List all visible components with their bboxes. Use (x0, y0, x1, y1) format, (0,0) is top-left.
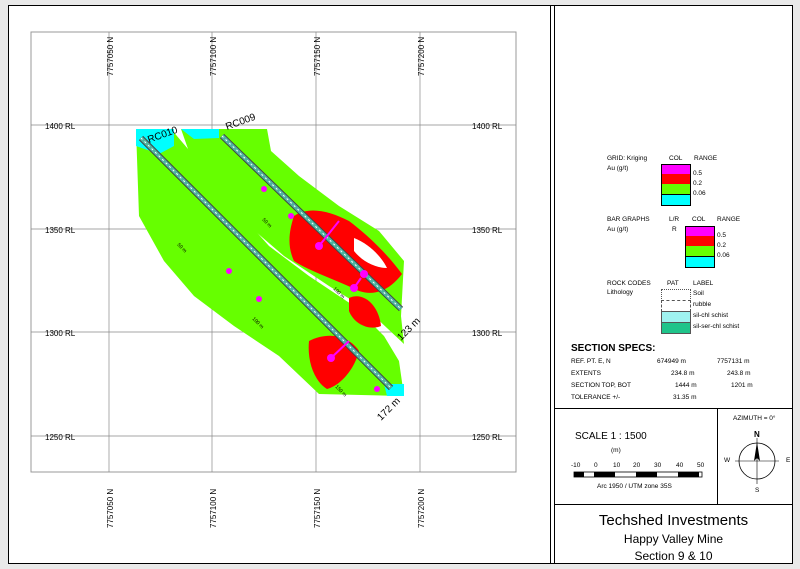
rc010-end-depth: 172 m (375, 396, 402, 423)
cyan-zone-2 (181, 129, 219, 139)
grid-swatch-2 (661, 174, 691, 184)
bar-swatch-2 (685, 236, 715, 246)
compass-n: N (754, 430, 760, 439)
scale-tick-7: 50 (697, 462, 705, 469)
title-block: Techshed Investments Happy Valley Mine S… (555, 504, 792, 563)
section-specs-title: SECTION SPECS: (571, 343, 656, 354)
northing-bottom-2: 7757100 N (209, 489, 218, 528)
spec-v2-1: 7757131 m (717, 358, 750, 365)
au-bar-markers (226, 186, 380, 392)
northing-top-3: 7757150 N (313, 37, 322, 76)
bar-legend-lr-value: R (672, 226, 677, 233)
grid-swatch-4 (661, 194, 691, 206)
scale-tick-2: 0 (594, 462, 598, 469)
scale-tick-5: 30 (654, 462, 662, 469)
red-anomaly-3 (349, 296, 381, 328)
northing-top-1: 7757050 N (106, 37, 115, 76)
spec-v2-2: 243.8 m (727, 370, 751, 377)
compass-s: S (755, 487, 760, 494)
scale-unit: (m) (611, 447, 621, 454)
rl-left-1: 1400 RL (45, 122, 76, 131)
rock-legend-label: ROCK CODES (607, 280, 651, 287)
project-name: Happy Valley Mine (623, 532, 724, 546)
grid-swatch-3 (661, 184, 691, 194)
scale-tick-4: 20 (633, 462, 641, 469)
bar-range-1: 0.5 (717, 232, 727, 239)
northing-top-2: 7757100 N (209, 37, 218, 76)
rock-legend-sub: Lithology (607, 289, 634, 296)
northing-bottom-1: 7757050 N (106, 489, 115, 528)
divider-title (555, 504, 792, 505)
cyan-zone-1 (136, 129, 174, 154)
rl-right-2: 1350 RL (472, 226, 503, 235)
grid-legend-sub: Au (g/t) (607, 165, 629, 172)
cross-section-plot: 7757050 N 7757100 N 7757150 N 7757200 N … (30, 31, 517, 528)
compass-rose (735, 438, 779, 484)
grid-legend-col-header: COL (669, 155, 683, 162)
grid-range-3: 0.06 (693, 190, 706, 197)
scale-datum: Arc 1950 / UTM zone 35S (597, 483, 672, 490)
panel-divider-inner (554, 6, 555, 563)
rl-right-1: 1400 RL (472, 122, 503, 131)
bar-swatch-3 (685, 246, 715, 256)
spec-label-3: SECTION TOP, BOT (571, 382, 631, 389)
panel-divider (550, 6, 551, 563)
bar-legend-col-header: COL (692, 216, 706, 223)
company-name: Techshed Investments (598, 512, 749, 529)
plot-frame (30, 31, 517, 473)
scale-tick-1: -10 (571, 462, 581, 469)
spec-v1-1: 674949 m (657, 358, 686, 365)
grid-legend-label: GRID: Kriging (607, 155, 648, 162)
rock-legend-label-header: LABEL (693, 280, 714, 287)
rock-item-2: rubble (693, 301, 712, 308)
rc010-grade-swath (136, 129, 404, 396)
grid-legend-range-header: RANGE (694, 155, 718, 162)
rock-legend-pat-header: PAT (667, 280, 679, 287)
bar-range-2: 0.2 (717, 242, 727, 249)
scale-title: SCALE 1 : 1500 (575, 431, 647, 442)
spec-v1-2: 234.8 m (671, 370, 695, 377)
compass-divider (717, 408, 718, 504)
grid-range-2: 0.2 (693, 180, 703, 187)
red-anomaly-2 (308, 335, 359, 389)
rock-item-1: Soil (693, 290, 704, 297)
rock-item-4: sil-ser-chl schist (693, 323, 740, 330)
divider-scale (555, 408, 792, 409)
rl-left-2: 1350 RL (45, 226, 76, 235)
scale-bar (573, 471, 703, 478)
grid-range-1: 0.5 (693, 170, 703, 177)
bar-legend-lr-header: L/R (669, 216, 680, 223)
rc009-trace (219, 133, 404, 312)
spec-v1-3: 1444 m (675, 382, 697, 389)
grid-lines (31, 32, 516, 472)
rl-left-3: 1300 RL (45, 329, 76, 338)
compass-w: W (724, 457, 731, 464)
northing-bottom-3: 7757150 N (313, 489, 322, 528)
section-name: Section 9 & 10 (634, 549, 713, 563)
spec-label-4: TOLERANCE +/- (571, 394, 621, 401)
spec-label-1: REF. PT. E, N (571, 358, 611, 365)
rl-right-4: 1250 RL (472, 433, 503, 442)
spec-v2-3: 1201 m (731, 382, 753, 389)
northing-bottom-4: 7757200 N (417, 489, 426, 528)
compass-e: E (786, 457, 791, 464)
gap-zone (354, 238, 387, 268)
spec-v1-4: 31.35 m (673, 394, 697, 401)
bar-legend-sub: Au (g/t) (607, 226, 629, 233)
rl-right-3: 1300 RL (472, 329, 503, 338)
drawing-sheet: 7757050 N 7757100 N 7757150 N 7757200 N … (8, 5, 793, 564)
scale-tick-6: 40 (676, 462, 684, 469)
bar-range-3: 0.06 (717, 252, 730, 259)
bar-swatch-4 (685, 256, 715, 268)
bar-legend-range-header: RANGE (717, 216, 741, 223)
rl-left-4: 1250 RL (45, 433, 76, 442)
rc010-trace (138, 135, 394, 391)
rock-item-3: sil-chl schist (693, 312, 729, 319)
compass-azimuth: AZIMUTH = 0° (733, 415, 776, 422)
scale-tick-3: 10 (613, 462, 621, 469)
rock-swatch-sil-ser-chl (661, 322, 691, 334)
spec-label-2: EXTENTS (571, 370, 601, 377)
bar-legend-label: BAR GRAPHS (607, 216, 650, 223)
northing-top-4: 7757200 N (417, 37, 426, 76)
